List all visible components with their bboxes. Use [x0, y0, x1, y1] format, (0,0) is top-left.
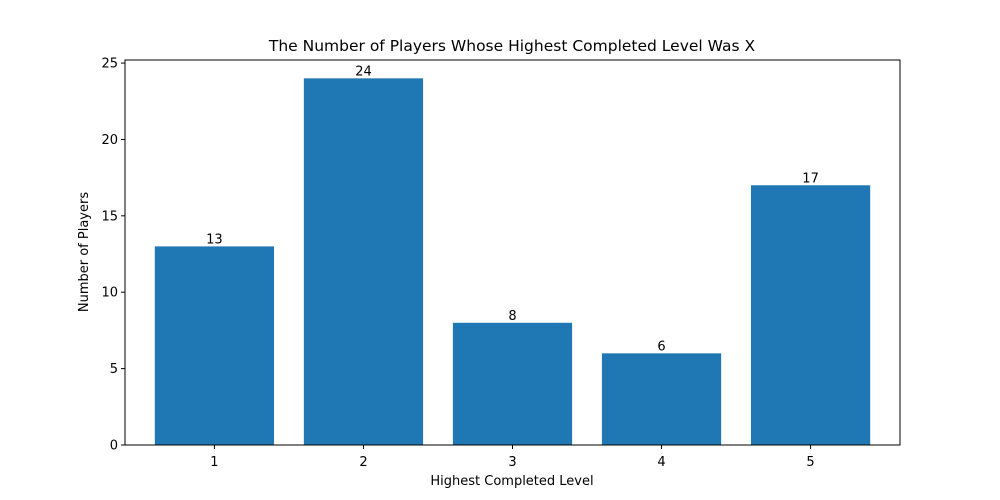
x-axis: 1 2 3 4 5	[210, 445, 815, 470]
y-tick-label-25: 25	[101, 57, 118, 72]
plot-frame	[124, 59, 901, 446]
data-label-4: 6	[657, 339, 665, 354]
data-label-3: 8	[508, 309, 516, 324]
data-label-1: 13	[206, 232, 223, 247]
x-tick-label-2: 2	[359, 455, 367, 470]
y-tick-label-5: 5	[110, 362, 118, 377]
data-labels-group: 13 24 8 6 17	[206, 64, 819, 354]
bar-3	[452, 322, 573, 445]
bar-2	[303, 78, 424, 445]
bar-4	[601, 353, 722, 445]
y-tick-label-0: 0	[110, 439, 118, 454]
data-label-2: 24	[355, 64, 372, 79]
y-axis: 0 5 10 15 20 25	[101, 57, 125, 454]
x-tick-label-4: 4	[657, 455, 665, 470]
x-axis-label: Highest Completed Level	[430, 474, 593, 489]
bar-1	[154, 246, 275, 445]
y-tick-label-10: 10	[101, 286, 118, 301]
bar-5	[750, 185, 871, 445]
x-tick-label-5: 5	[806, 455, 814, 470]
bars-group	[154, 78, 871, 445]
chart-title: The Number of Players Whose Highest Comp…	[268, 37, 756, 55]
y-axis-label: Number of Players	[77, 192, 92, 312]
x-tick-label-3: 3	[508, 455, 516, 470]
y-tick-label-15: 15	[101, 209, 118, 224]
y-tick-label-20: 20	[101, 133, 118, 148]
data-label-5: 17	[802, 171, 819, 186]
x-tick-label-1: 1	[210, 455, 218, 470]
